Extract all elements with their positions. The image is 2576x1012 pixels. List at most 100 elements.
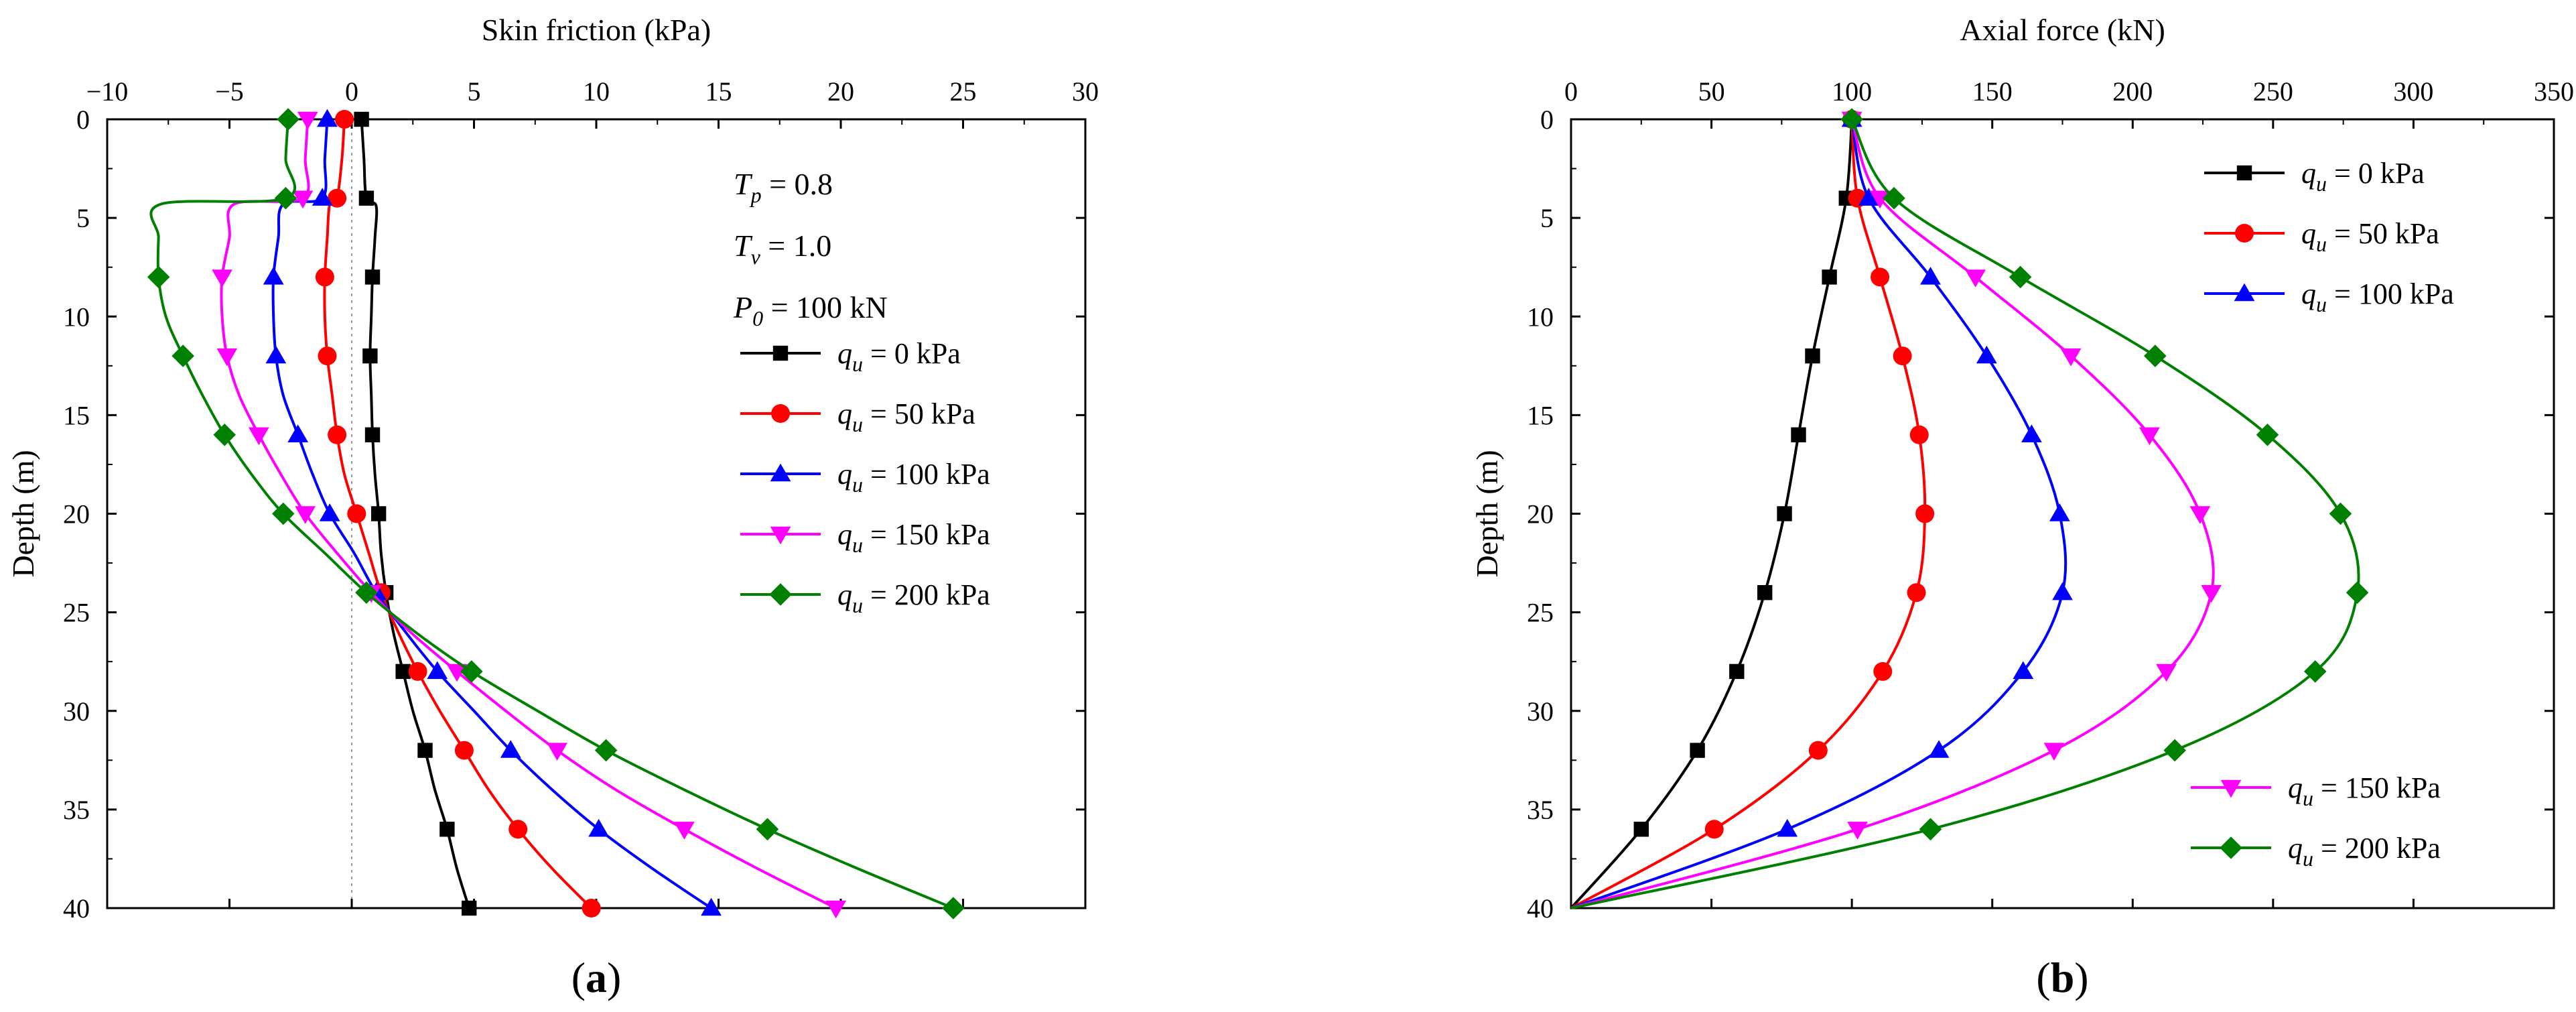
data-point	[408, 661, 427, 681]
data-point	[263, 267, 284, 285]
data-point	[1919, 818, 1942, 841]
series-q-u-200-kpa	[1570, 108, 2369, 909]
data-point	[2144, 344, 2167, 367]
data-point	[1690, 743, 1705, 758]
data-point	[2163, 739, 2186, 762]
data-point	[594, 739, 618, 762]
x-tick-label: 0	[345, 76, 358, 107]
series-line	[1570, 119, 1854, 909]
legend-marker	[770, 526, 791, 545]
data-point	[1869, 190, 1891, 209]
data-point	[2052, 582, 2073, 600]
data-point	[355, 581, 378, 604]
legend-marker	[2235, 224, 2254, 243]
x-tick-label: 10	[583, 76, 610, 107]
data-point	[2189, 506, 2211, 524]
x-tick-label: 25	[950, 76, 977, 107]
data-point	[1873, 661, 1893, 681]
legend-label: qu = 100 kPa	[2301, 277, 2454, 316]
y-tick-label: 20	[63, 499, 90, 529]
x-axis-title: Axial force (kN)	[1960, 13, 2165, 47]
data-point	[1777, 506, 1792, 521]
chart-panel-b: 0 50 100 150 200 250 300 350 0 5 10 15 20 25 30 35 40 Axi…	[1470, 13, 2574, 1001]
data-point	[277, 108, 299, 131]
y-tick-label: 5	[1540, 203, 1554, 233]
y-tick-label: 35	[1527, 795, 1554, 825]
data-point	[547, 743, 567, 761]
data-point	[2303, 660, 2327, 683]
legend-label: qu = 100 kPa	[837, 458, 990, 497]
series-line	[360, 119, 471, 909]
y-tick-label: 40	[1527, 893, 1554, 924]
data-point	[172, 344, 194, 367]
y-tick-label: 30	[63, 696, 90, 726]
data-point	[1791, 427, 1806, 442]
data-point	[1822, 269, 1837, 285]
y-tick-label: 5	[76, 203, 90, 233]
legend-entry: qu = 200 kPa	[2191, 832, 2441, 871]
data-point	[265, 345, 287, 364]
legend-label: qu = 0 kPa	[2301, 157, 2425, 196]
x-tick-label: 5	[468, 76, 481, 107]
y-tick-label: 20	[1527, 499, 1554, 529]
series-q-u-150-kpa	[212, 111, 847, 919]
x-tick-label: 100	[1832, 76, 1872, 107]
series-line	[1570, 119, 1927, 909]
series-line	[149, 119, 954, 909]
data-point	[1909, 425, 1929, 444]
series-line	[1570, 119, 2360, 909]
x-tick-label: 0	[1564, 76, 1578, 107]
legend-entry: qu = 50 kPa	[2204, 217, 2439, 256]
data-point	[2346, 581, 2369, 604]
panel-label: (a)	[571, 954, 622, 1001]
data-point	[2329, 502, 2352, 525]
annotation-text: Tp = 0.8	[734, 167, 833, 207]
y-tick-label: 35	[63, 795, 90, 825]
series-q-u-50-kpa	[315, 110, 601, 918]
legend-marker	[2220, 779, 2242, 798]
y-tick-label: 25	[1527, 598, 1554, 628]
legend-marker	[2236, 165, 2252, 181]
data-point	[1893, 346, 1912, 366]
legend: qu = 0 kPa qu = 50 kPa qu = 100 kPa qu = 15…	[2191, 157, 2454, 871]
legend-entry: qu = 150 kPa	[2191, 771, 2441, 810]
legend-label: qu = 50 kPa	[2301, 217, 2439, 256]
data-point	[1757, 585, 1773, 600]
data-point	[417, 743, 433, 758]
y-tick-label: 30	[1527, 696, 1554, 726]
x-axis-title: Skin friction (kPa)	[482, 13, 711, 47]
data-point	[312, 188, 333, 206]
data-point	[318, 346, 337, 366]
data-point	[347, 504, 366, 523]
data-point	[147, 265, 170, 289]
x-tick-label: 350	[2534, 76, 2574, 107]
series-line	[1570, 119, 2067, 909]
series-q-u-100-kpa	[263, 109, 722, 916]
annotation-text: P0 = 100 kN	[733, 290, 888, 330]
data-point	[582, 899, 601, 918]
series-q-u-100-kpa	[1570, 109, 2073, 909]
series-q-u-0-kpa	[1570, 111, 1860, 909]
data-point	[213, 424, 236, 446]
data-point	[212, 269, 232, 288]
data-point	[370, 506, 387, 521]
data-point	[1840, 108, 1863, 131]
data-point	[292, 190, 314, 209]
legend-entry: qu = 50 kPa	[740, 397, 975, 436]
y-axis-title: Depth (m)	[6, 450, 40, 577]
data-point	[317, 109, 338, 127]
legend-entry: qu = 100 kPa	[2204, 277, 2454, 316]
data-point	[354, 111, 369, 127]
data-point	[328, 425, 347, 444]
y-tick-label: 40	[63, 893, 90, 924]
data-point	[1777, 818, 1798, 837]
x-tick-label: −10	[86, 76, 129, 107]
data-point	[2060, 348, 2082, 367]
legend: qu = 0 kPa qu = 50 kPa qu = 100 kPa qu = 15…	[740, 337, 990, 617]
legend-label: qu = 150 kPa	[837, 518, 990, 557]
data-point	[2021, 424, 2042, 442]
data-point	[2049, 503, 2070, 521]
data-point	[328, 188, 347, 208]
x-tick-label: 15	[705, 76, 732, 107]
chart-panel-a: −10 −5 0 5 10 15 20 25 30 0 5 10 15 20 25 30 35 40 Skin fr…	[6, 13, 1099, 1001]
